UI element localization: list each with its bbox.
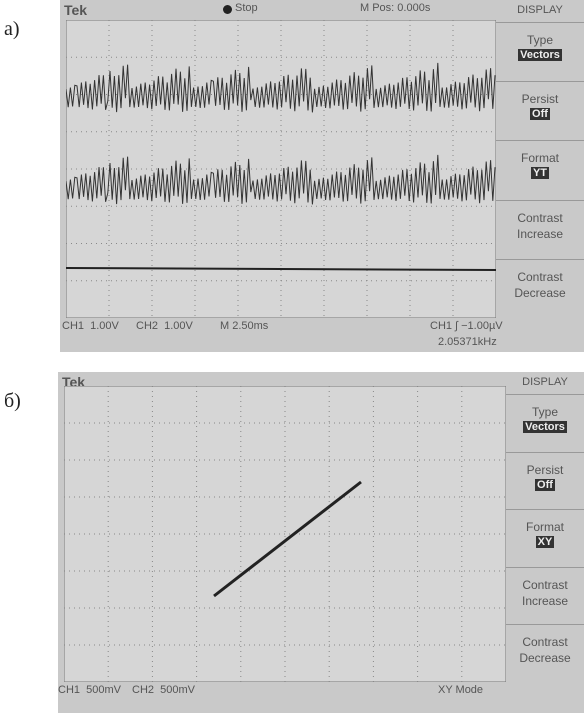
- menu-title: DISPLAY: [517, 4, 563, 16]
- menu-item-value: Vectors: [523, 421, 567, 433]
- footer-text: CH1 1.00V: [62, 320, 119, 332]
- menu-item-name: Contrast: [517, 269, 563, 284]
- footer-text: CH1 ∫ −1.00µV: [430, 320, 503, 332]
- menu-item: Contrast Decrease: [496, 258, 584, 319]
- menu-item-name: Format: [525, 520, 564, 535]
- menu-item-name: Contrast: [522, 577, 568, 592]
- menu-item-name: Type: [531, 405, 558, 419]
- scope-screen: [66, 20, 496, 318]
- scope-photo: Tek Stop M Pos: 0.000s DISPLAY Type Vectors Pe…: [60, 0, 584, 352]
- menu-item: Persist Off: [506, 451, 584, 511]
- menu-title: DISPLAY: [522, 376, 568, 388]
- menu-item: Contrast Increase: [496, 199, 584, 260]
- footer-text: CH1 500mV: [58, 684, 121, 696]
- ch1-trace: [66, 62, 496, 113]
- footer-text: 2.05371kHz: [438, 336, 497, 348]
- ch2-trace: [66, 154, 496, 205]
- menu-item-value: Vectors: [518, 49, 562, 61]
- footer-text: M 2.50ms: [220, 320, 269, 332]
- footer-text: CH2 1.00V: [136, 320, 193, 332]
- footer-text: CH2 500mV: [132, 684, 195, 696]
- menu-item-value: Off: [535, 478, 555, 491]
- menu-item-value: Increase: [516, 226, 564, 241]
- menu-item: Format XY: [506, 509, 584, 568]
- menu-item-name: Format: [520, 151, 559, 166]
- panel-label: б): [4, 390, 21, 412]
- footer-text: XY Mode: [438, 684, 484, 696]
- menu-item-name: Contrast: [517, 210, 563, 225]
- menu-item: Type Vectors: [506, 394, 584, 453]
- menu-item: Format YT: [496, 140, 584, 200]
- menu-item-value: Increase: [521, 593, 569, 608]
- ref-trace: [66, 267, 496, 271]
- menu-item-name: Type: [526, 33, 553, 47]
- menu-item-value: YT: [530, 167, 550, 180]
- header-status: Stop: [235, 2, 258, 14]
- menu-item: Type Vectors: [496, 22, 584, 82]
- menu-item: Persist Off: [496, 81, 584, 141]
- menu-item-value: Decrease: [514, 285, 566, 300]
- menu-item-value: XY: [535, 536, 555, 549]
- scope-photo: Tek DISPLAY Type Vectors Persist Off Format XY C…: [58, 372, 584, 713]
- menu-item: Contrast Decrease: [506, 624, 584, 683]
- header-position: M Pos: 0.000s: [360, 2, 431, 14]
- xy-trace: [213, 480, 362, 598]
- side-menu: DISPLAY Type Vectors Persist Off Format XY Cont…: [506, 372, 584, 682]
- header-brand: Tek: [64, 2, 88, 18]
- side-menu: DISPLAY Type Vectors Persist Off Format YT Cont…: [496, 0, 584, 318]
- menu-item-value: Decrease: [519, 651, 571, 666]
- menu-item-name: Contrast: [522, 635, 568, 650]
- menu-item-name: Persist: [521, 92, 559, 107]
- stop-dot: [223, 5, 232, 14]
- menu-item-value: Off: [530, 108, 550, 121]
- menu-item-name: Persist: [526, 462, 564, 477]
- menu-item: Contrast Increase: [506, 566, 584, 626]
- panel-label: а): [4, 18, 20, 40]
- scope-screen: [64, 386, 506, 682]
